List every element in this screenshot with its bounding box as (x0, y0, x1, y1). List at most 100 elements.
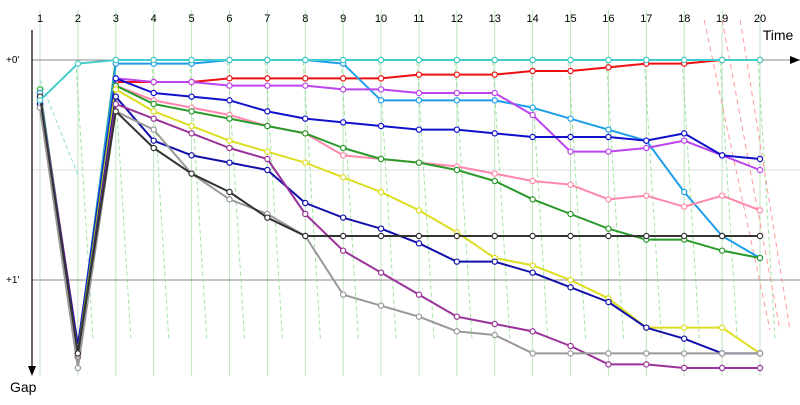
data-point (377, 232, 385, 240)
series-line (39, 59, 760, 355)
data-point (567, 56, 574, 64)
data-point (302, 210, 309, 218)
data-point (681, 130, 688, 137)
data-point (567, 232, 574, 240)
data-point (491, 71, 498, 78)
lap-label: 5 (189, 13, 195, 25)
data-point (605, 56, 612, 64)
x-axis-title: Time (763, 27, 794, 43)
data-point (377, 86, 385, 93)
data-point (415, 291, 423, 298)
data-point (605, 133, 612, 141)
data-point (453, 258, 461, 265)
data-point (112, 100, 119, 108)
lap-label: 16 (602, 13, 614, 25)
data-point (756, 56, 764, 64)
data-point (756, 166, 764, 174)
leader-guide-line (739, 19, 791, 331)
data-point (453, 126, 461, 133)
pit-layer (39, 19, 791, 341)
data-point (681, 324, 688, 331)
lap-label: 19 (716, 13, 728, 25)
series-12 (36, 56, 764, 104)
data-point (74, 350, 82, 357)
y-tick-label: +1' (6, 275, 19, 286)
data-point (491, 97, 498, 104)
data-point (756, 350, 764, 357)
lap-label: 10 (375, 13, 387, 25)
data-point (377, 75, 385, 82)
data-point (150, 144, 157, 152)
lap-guide-line (681, 61, 700, 341)
data-point (339, 247, 347, 254)
lap-guide-line (340, 61, 359, 341)
data-point (529, 133, 536, 141)
data-point (415, 313, 423, 320)
series-line (39, 107, 760, 369)
data-point (264, 155, 271, 163)
data-point (150, 126, 157, 133)
data-point (302, 56, 309, 64)
data-point (453, 166, 461, 174)
data-point (377, 188, 385, 196)
data-point (74, 364, 82, 372)
data-point (718, 56, 726, 64)
data-point (567, 342, 574, 350)
series-line (39, 103, 760, 369)
data-point (264, 75, 271, 82)
data-point (453, 89, 461, 97)
data-point (150, 56, 157, 64)
data-point (681, 137, 688, 144)
data-point (756, 364, 764, 372)
data-point (377, 269, 385, 276)
data-point (415, 207, 423, 214)
lap-guide-line (151, 61, 170, 341)
data-point (756, 207, 764, 214)
x-axis-arrow (790, 56, 800, 64)
data-point (605, 361, 612, 368)
data-point (264, 82, 271, 89)
data-point (226, 144, 233, 152)
data-point (491, 130, 498, 137)
data-point (681, 364, 688, 372)
data-point (681, 188, 688, 196)
data-point (302, 130, 309, 137)
data-point (302, 232, 309, 240)
series-line (39, 77, 761, 347)
data-point (339, 214, 347, 221)
data-point (605, 232, 612, 240)
data-point (453, 328, 461, 335)
data-point (605, 350, 612, 357)
data-point (112, 75, 119, 82)
data-point (529, 350, 536, 357)
data-point (718, 232, 726, 240)
data-point (339, 174, 347, 181)
leader-guide-line (703, 19, 771, 331)
data-point (643, 192, 650, 199)
data-point (529, 104, 536, 111)
data-point (226, 188, 233, 196)
lap-guide-line (492, 61, 511, 341)
data-point (112, 56, 119, 64)
data-point (718, 350, 726, 357)
data-point (415, 89, 423, 97)
lap-label: 2 (75, 13, 81, 25)
series-layer (36, 56, 764, 372)
data-point (264, 122, 271, 130)
leader-guide-line (721, 19, 781, 331)
data-point (264, 56, 271, 64)
data-point (681, 203, 688, 210)
data-point (529, 67, 536, 75)
data-point (756, 254, 764, 262)
data-point (302, 75, 309, 82)
data-point (188, 122, 195, 130)
data-point (339, 119, 347, 126)
data-point (529, 111, 536, 119)
data-point (415, 240, 423, 247)
series-line (39, 59, 761, 351)
data-point (415, 159, 423, 166)
data-point (339, 152, 347, 159)
lap-label: 6 (226, 13, 232, 25)
lap-guide-line (75, 61, 94, 341)
data-point (339, 75, 347, 82)
